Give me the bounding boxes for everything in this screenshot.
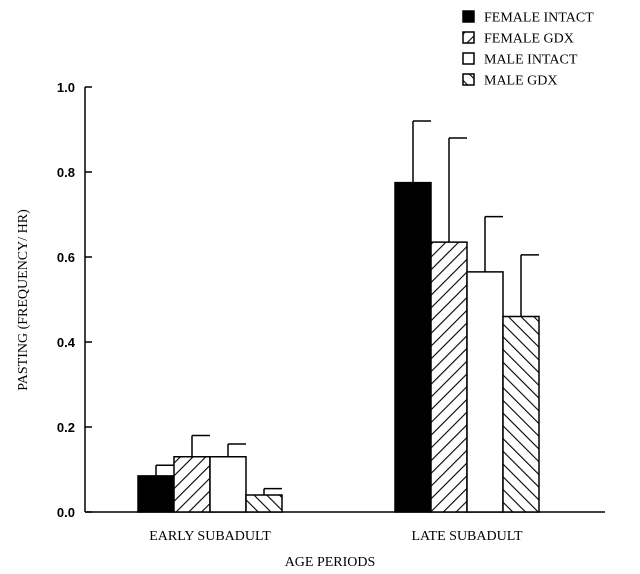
bar bbox=[502, 315, 540, 513]
y-tick-label: 0.4 bbox=[57, 335, 76, 350]
legend-swatch bbox=[462, 10, 475, 23]
x-category-label: LATE SUBADULT bbox=[411, 529, 523, 544]
bar bbox=[173, 456, 211, 513]
legend: FEMALE INTACT FEMALE GDX MALE INTACT MALE G… bbox=[462, 10, 594, 89]
bar bbox=[430, 241, 468, 513]
legend-swatch bbox=[462, 73, 475, 86]
legend-label: FEMALE INTACT bbox=[484, 11, 594, 26]
legend-label: MALE INTACT bbox=[484, 53, 578, 68]
y-tick-label: 1.0 bbox=[57, 80, 75, 95]
y-tick-label: 0.2 bbox=[57, 420, 75, 435]
bar bbox=[394, 181, 432, 513]
legend-swatch bbox=[462, 52, 475, 65]
legend-label: FEMALE GDX bbox=[484, 32, 574, 47]
x-axis: EARLY SUBADULT LATE SUBADULT bbox=[85, 511, 605, 544]
bar bbox=[209, 456, 247, 513]
x-axis-title: AGE PERIODS bbox=[285, 555, 376, 570]
y-axis: 0.0 0.2 0.4 0.6 0.8 1.0 bbox=[57, 80, 92, 520]
bars bbox=[137, 120, 540, 513]
bar bbox=[466, 271, 504, 513]
legend-label: MALE GDX bbox=[484, 74, 558, 89]
y-tick-label: 0.0 bbox=[57, 505, 75, 520]
y-tick-label: 0.6 bbox=[57, 250, 75, 265]
y-axis-title: PASTING (FREQUENCY/ HR) bbox=[16, 209, 31, 391]
bar bbox=[245, 494, 283, 513]
legend-swatch bbox=[462, 31, 475, 44]
bar bbox=[137, 475, 175, 513]
y-tick-label: 0.8 bbox=[57, 165, 75, 180]
x-category-label: EARLY SUBADULT bbox=[149, 529, 271, 544]
